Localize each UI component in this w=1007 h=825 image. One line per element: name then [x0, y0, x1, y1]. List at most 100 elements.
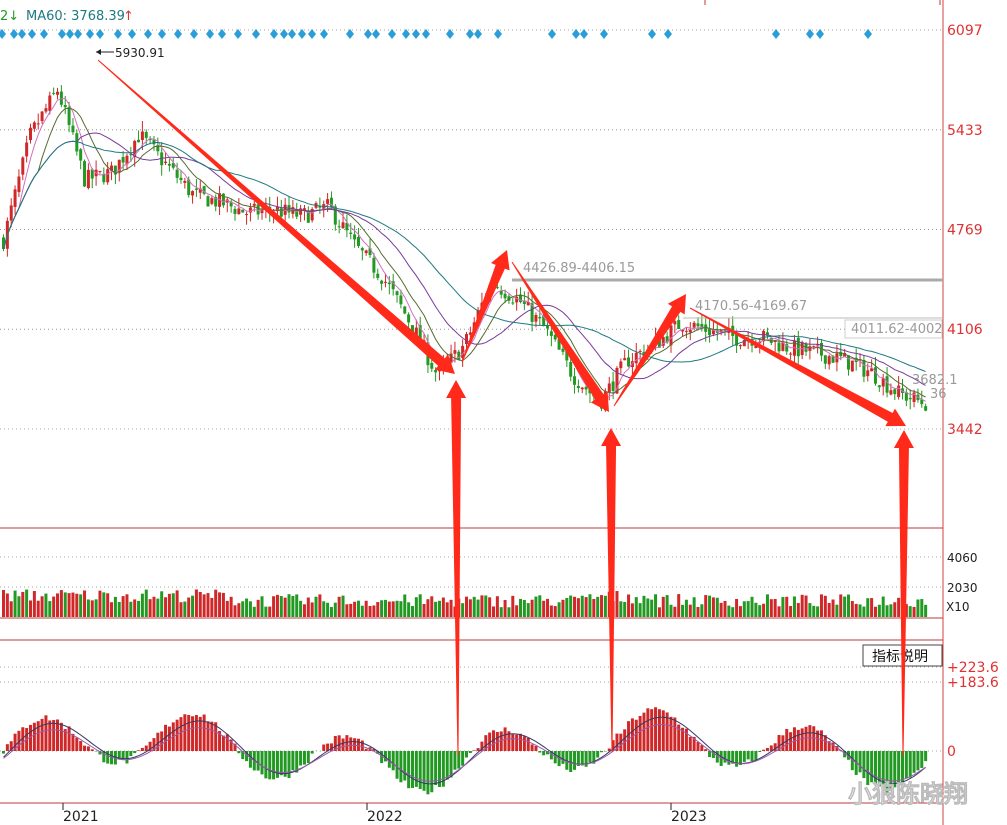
macd-bar	[526, 737, 530, 751]
macd-bar	[908, 751, 912, 778]
volume-bar	[565, 598, 569, 617]
volume-bar	[349, 603, 353, 617]
candle-body	[345, 222, 349, 231]
volume-bar	[819, 594, 823, 617]
macd-bar	[310, 751, 314, 754]
macd-bar	[777, 734, 781, 751]
signal-diamond	[280, 29, 288, 39]
macd-bar	[480, 741, 484, 751]
macd-bar	[287, 751, 291, 779]
candle-body	[337, 226, 341, 228]
peak-value-label: 5930.91	[115, 46, 165, 60]
volume-bar	[688, 604, 692, 617]
volume-bar	[727, 605, 731, 617]
macd-bar	[283, 751, 287, 777]
macd-bar	[835, 745, 839, 751]
signal-diamond	[96, 29, 104, 39]
volume-bar	[781, 597, 785, 617]
watermark: 小狼陈晓翔	[848, 780, 968, 808]
candle-body	[457, 351, 461, 360]
volume-bar	[437, 600, 441, 617]
candle-body	[661, 337, 665, 346]
macd-bar	[133, 751, 137, 754]
volume-bar	[395, 600, 399, 617]
volume-bar	[252, 606, 256, 617]
volume-bar	[665, 595, 669, 617]
candle-body	[206, 196, 210, 207]
macd-bar	[881, 751, 885, 788]
signal-diamond	[58, 29, 66, 39]
macd-bar	[816, 730, 820, 751]
macd-bar	[711, 751, 715, 758]
macd-bar	[291, 751, 295, 771]
volume-bar	[700, 604, 704, 617]
candle-body	[704, 324, 708, 332]
trend-arrows	[97, 59, 914, 757]
macd-bar	[904, 751, 908, 779]
volume-bar	[758, 605, 762, 617]
candle-body	[843, 352, 847, 357]
candle-body	[762, 330, 766, 342]
volume-bar	[657, 607, 661, 617]
candle-body	[252, 203, 256, 206]
volume-bar	[36, 600, 40, 617]
macd-bar	[715, 751, 719, 763]
candle-body	[175, 169, 179, 178]
price-tick-label: 6097	[947, 23, 983, 39]
bottom-up-arrow-1	[446, 380, 467, 757]
down-trend-arrow-1	[97, 59, 455, 374]
volume-bar	[519, 598, 523, 617]
candle-body	[738, 345, 742, 347]
macd-bar	[565, 751, 569, 770]
candle-body	[688, 329, 692, 333]
macd-bar	[40, 718, 44, 751]
macd-bar	[248, 751, 252, 768]
candle-body	[684, 330, 688, 332]
candle-body	[777, 342, 781, 352]
volume-bar	[754, 602, 758, 617]
volume-bar	[137, 600, 141, 617]
macd-bar	[515, 734, 519, 751]
candle-body	[414, 327, 418, 337]
candle-body	[904, 392, 908, 401]
volume-bar	[133, 599, 137, 617]
candle-body	[21, 157, 25, 175]
volume-bar	[329, 606, 333, 617]
macd-bar	[272, 751, 276, 780]
candle-body	[769, 337, 773, 343]
volume-bar	[866, 598, 870, 617]
volume-bar	[52, 596, 56, 617]
candle-body	[329, 197, 333, 207]
candle-body	[623, 358, 627, 361]
signal-diamond	[372, 29, 380, 39]
macd-bar	[492, 730, 496, 751]
volume-bar	[773, 598, 777, 617]
volume-bar	[711, 597, 715, 617]
candle-body	[214, 197, 218, 207]
macd-bar	[912, 751, 916, 773]
candle-body	[322, 204, 326, 210]
candle-body	[870, 368, 874, 372]
macd-bar	[619, 733, 623, 751]
candle-body	[573, 376, 577, 385]
volume-bar	[90, 600, 94, 617]
candle-body	[920, 399, 924, 405]
volume-bar	[596, 596, 600, 617]
volume-bar	[383, 599, 387, 617]
ma60-up-arrow: ↑	[123, 9, 134, 24]
volume-bar	[538, 595, 542, 617]
macd-bar	[646, 708, 650, 751]
candle-body	[503, 293, 507, 299]
volume-bar	[237, 603, 241, 617]
macd-bar	[364, 748, 368, 751]
volume-bar	[503, 599, 507, 617]
volume-bar	[129, 601, 133, 617]
candle-body	[52, 92, 56, 94]
volume-bar	[183, 601, 187, 617]
macd-bar	[179, 717, 183, 751]
volume-bar	[210, 597, 214, 617]
volume-bar	[827, 602, 831, 617]
macd-bar	[476, 748, 480, 751]
macd-bar	[129, 751, 133, 757]
macd-bar	[696, 741, 700, 751]
